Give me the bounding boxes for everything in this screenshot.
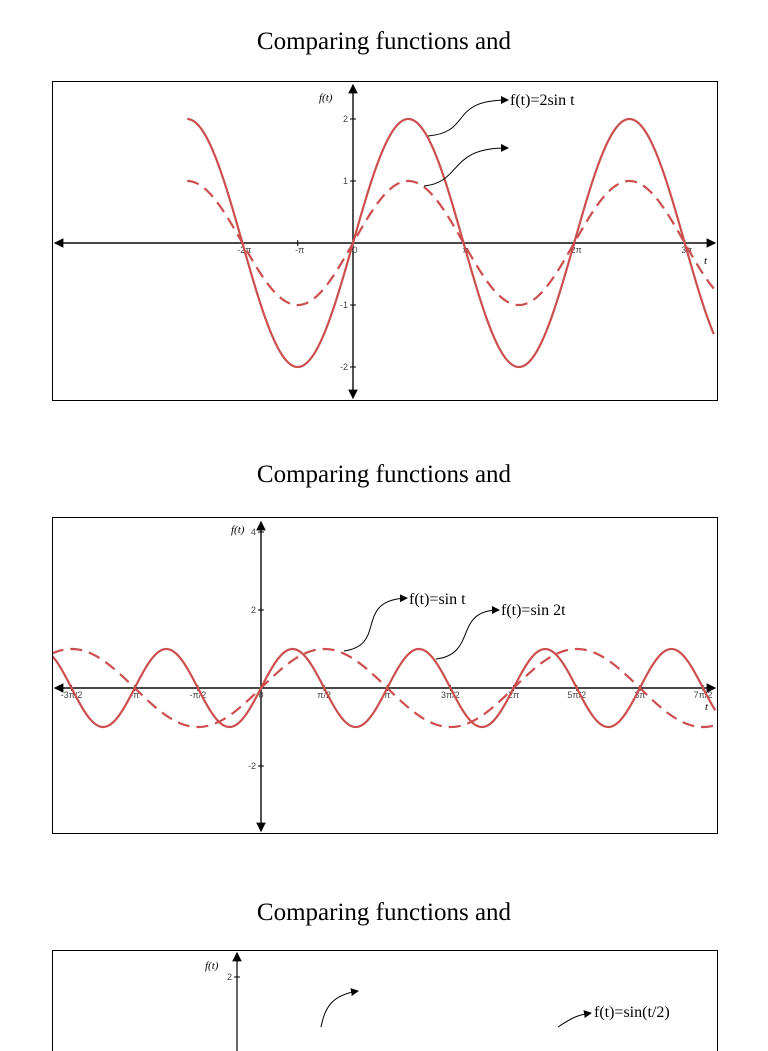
x-tick-label: 5π/2 (567, 690, 586, 700)
y-tick-label: 1 (343, 176, 348, 186)
y-tick-label: -1 (340, 300, 348, 310)
chart-2-panel: -3π/2 -π -π/2 0 π/2 π 3π/2 2π 5π/2 3π 7π/2 4 2 -2 f(t)… (52, 517, 718, 834)
chart-1-title: Comparing functions and (256, 28, 512, 55)
chart-1-panel: -2π -π 0 π 2π 3π 2 1 -1 -2 f(t) t f(t)=2sin t (52, 81, 718, 401)
x-tick-label: 7π/2 (694, 690, 713, 700)
series-sin-t (53, 647, 716, 729)
x-tick-label: 0 (352, 245, 357, 255)
annotation-pointer-2 (423, 143, 509, 187)
y-tick-label: 2 (343, 114, 348, 124)
series-dashed (187, 179, 715, 307)
chart-2-plot: -3π/2 -π -π/2 0 π/2 π 3π/2 2π 5π/2 3π 7π/2 4 2 -2 f(t)… (53, 520, 717, 833)
series-solid (187, 117, 715, 369)
y-axis-label: f(t) (231, 524, 245, 536)
series-sin-2t (53, 647, 717, 729)
x-axis-label: t (704, 255, 708, 267)
annotation-pointer-1 (343, 594, 408, 652)
y-tick-label: -2 (340, 362, 348, 372)
x-tick-label: 2π (508, 690, 519, 700)
annotation-pointer-1 (320, 988, 359, 1028)
x-tick-label: 2π (571, 245, 582, 255)
x-tick-label: -3π/2 (61, 690, 83, 700)
chart-3-panel: 2 f(t) f(t)=sin(t/2) (52, 950, 718, 1051)
chart-3-plot: 2 f(t) f(t)=sin(t/2) (205, 951, 670, 1051)
annotation-label-2: f(t)=sin 2t (501, 602, 566, 619)
chart-2-title: Comparing functions and (256, 461, 512, 488)
y-axis-label: f(t) (205, 960, 219, 972)
annotation-label-1: f(t)=sin(t/2) (594, 1004, 670, 1021)
x-tick-label: -π (295, 245, 304, 255)
annotation-pointer-2 (435, 606, 500, 660)
annotation-label-1: f(t)=sin t (409, 591, 466, 608)
x-tick-label: -π/2 (189, 690, 206, 700)
x-tick-label: 3π/2 (441, 690, 460, 700)
annotation-label-1: f(t)=2sin t (510, 92, 575, 109)
x-tick-label: 3π (634, 690, 645, 700)
x-tick-label: π/2 (317, 690, 331, 700)
y-tick-label: -2 (248, 761, 256, 771)
annotation-pointer-2 (557, 1010, 592, 1028)
chart-3-title: Comparing functions and (256, 899, 512, 926)
y-tick-label: 2 (227, 972, 232, 982)
annotation-pointer-1 (427, 96, 509, 137)
y-tick-label: 4 (251, 527, 256, 537)
y-tick-label: 2 (251, 605, 256, 615)
y-axis-label: f(t) (319, 92, 333, 104)
x-tick-label: π (384, 690, 390, 700)
x-tick-label: 0 (258, 690, 263, 700)
x-axis-label: t (705, 701, 709, 713)
x-tick-label: -π (130, 690, 139, 700)
